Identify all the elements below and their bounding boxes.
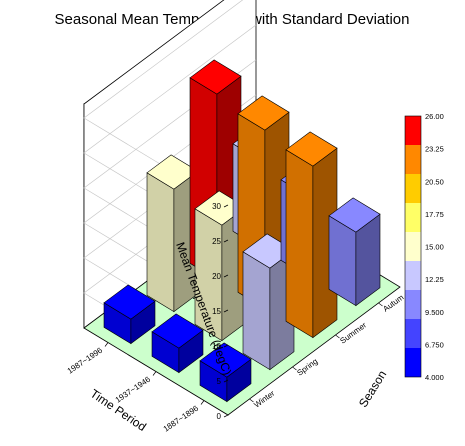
colorbar-tick-label: 4.000 <box>425 373 444 382</box>
season-tick <box>378 302 383 307</box>
colorbar-swatch <box>405 203 421 232</box>
season-tick <box>249 398 254 403</box>
bar-face <box>242 251 271 371</box>
bar-top <box>103 284 156 320</box>
bar <box>103 284 156 345</box>
colorbar-tick-label: 15.00 <box>425 243 444 252</box>
z-tick <box>223 414 229 418</box>
bar-face <box>285 149 314 339</box>
period-tick <box>104 342 109 347</box>
bar-top <box>285 131 338 167</box>
period-tick-label: 1987~1996 <box>66 345 105 375</box>
bar <box>328 197 381 307</box>
period-tick <box>200 400 205 405</box>
z-tick-label: 30 <box>212 202 221 211</box>
colorbar-swatch <box>405 261 421 290</box>
colorbar-swatch <box>405 290 421 319</box>
period-tick <box>152 371 157 376</box>
colorbar-frame <box>404 115 422 378</box>
y-axis-label: Season <box>356 368 389 410</box>
colorbar-swatch <box>405 174 421 203</box>
z-tick-label: 10 <box>212 342 221 351</box>
z-tick <box>223 379 229 383</box>
period-tick-label: 1937~1946 <box>114 374 153 404</box>
z-tick <box>223 274 229 278</box>
season-tick <box>335 334 340 339</box>
z-tick-label: 5 <box>217 377 222 386</box>
bar <box>151 313 204 374</box>
bar-top <box>151 313 204 349</box>
colorbar-swatch <box>405 319 421 348</box>
colorbar-swatch <box>405 348 421 377</box>
bars <box>103 59 381 403</box>
colorbar-tick-label: 26.00 <box>425 112 444 121</box>
colorbar-swatch <box>405 116 421 145</box>
colorbar-swatch <box>405 145 421 174</box>
colorbar-tick-label: 9.500 <box>425 308 444 317</box>
colorbar-tick-label: 20.50 <box>425 177 444 186</box>
colorbar-swatch <box>405 232 421 261</box>
z-tick <box>223 239 229 243</box>
season-tick <box>292 366 297 371</box>
bar <box>199 342 252 403</box>
z-tick <box>223 309 229 313</box>
z-tick <box>223 204 229 208</box>
colorbar: 4.000 6.750 9.500 12.25 15.00 17.75 20.50 23.25… <box>404 112 444 382</box>
colorbar-tick-label: 12.25 <box>425 275 444 284</box>
bar-top <box>237 95 290 131</box>
z-tick <box>223 344 229 348</box>
bar-top <box>199 342 252 378</box>
bar-face <box>146 172 175 313</box>
z-tick-label: 15 <box>212 307 221 316</box>
colorbar-tick-label: 17.75 <box>425 210 444 219</box>
z-tick-label: 20 <box>212 272 221 281</box>
colorbar-tick-label: 23.25 <box>425 145 444 154</box>
period-tick-label: 1887~1896 <box>162 403 201 433</box>
bar-top <box>328 197 381 233</box>
colorbar-tick-label: 6.750 <box>425 340 444 349</box>
z-tick-label: 0 <box>217 412 222 421</box>
z-tick-label: 25 <box>212 237 221 246</box>
bar-top <box>189 59 242 95</box>
